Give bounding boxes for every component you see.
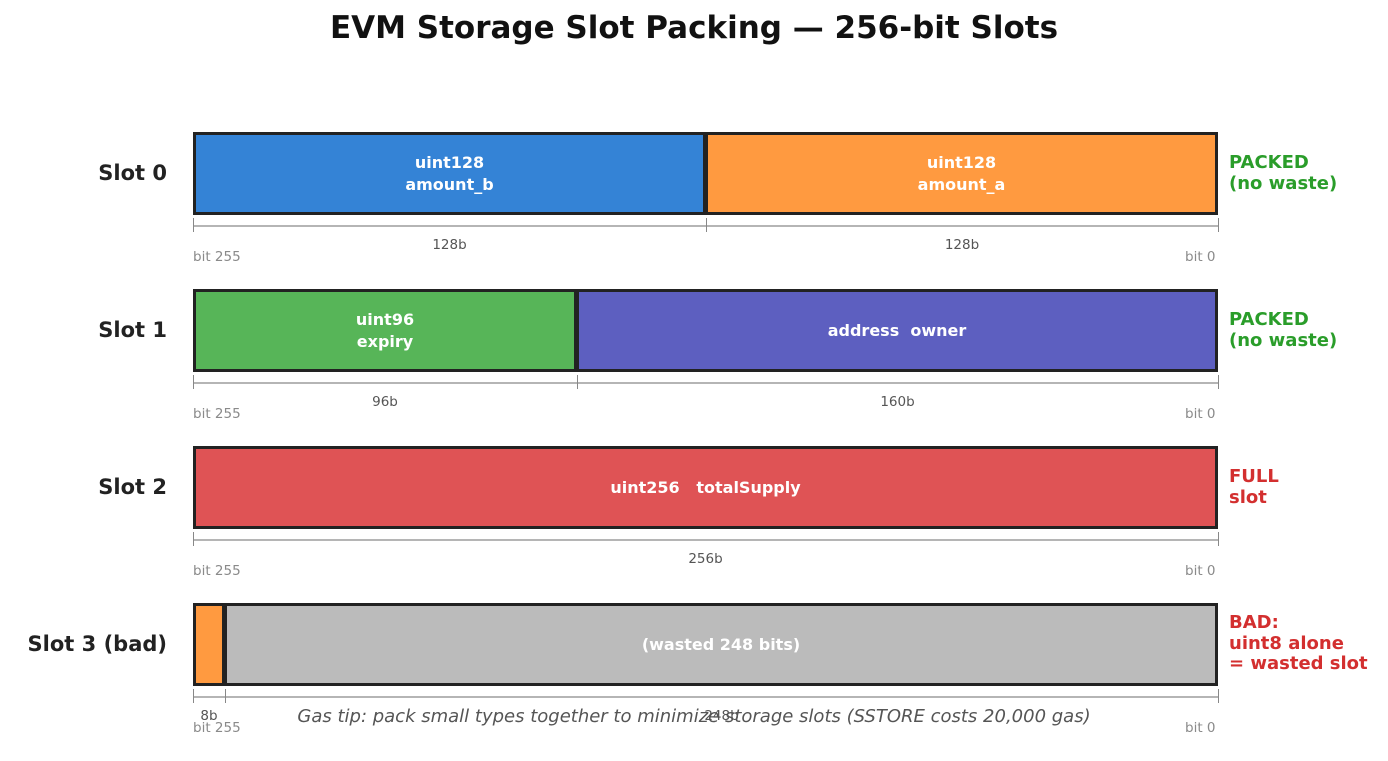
storage-segment: (wasted 248 bits)	[224, 603, 1218, 686]
storage-segment: uint256 totalSupply	[193, 446, 1218, 529]
ruler-line	[193, 539, 1218, 541]
ruler-line	[193, 696, 1218, 698]
ruler-tick	[193, 532, 194, 546]
slot-status: FULL slot	[1229, 466, 1279, 508]
slot-status: BAD: uint8 alone = wasted slot	[1229, 612, 1368, 675]
segment-bit-width: 128b	[944, 237, 980, 253]
ruler-tick	[193, 689, 194, 703]
bit-255-label: bit 255	[193, 249, 241, 265]
ruler-tick	[225, 689, 226, 703]
ruler-line	[193, 225, 1218, 227]
bit-255-label: bit 255	[193, 563, 241, 579]
bit-ruler	[193, 218, 1219, 234]
ruler-tick	[706, 218, 707, 232]
slot-bar: (wasted 248 bits)	[193, 603, 1218, 686]
bit-ruler	[193, 689, 1219, 705]
segment-bit-width: 96b	[372, 394, 398, 410]
segment-bit-width: 248b	[704, 708, 739, 724]
slot-label: Slot 3 (bad)	[27, 632, 167, 656]
slot-status: PACKED (no waste)	[1229, 152, 1338, 194]
slot-status: PACKED (no waste)	[1229, 309, 1338, 351]
slot-bar: uint96 expiry address owner	[193, 289, 1218, 372]
bit-0-label: bit 0	[1185, 720, 1216, 736]
ruler-tick	[1218, 375, 1219, 389]
ruler-tick	[193, 375, 194, 389]
bit-ruler	[193, 375, 1219, 391]
ruler-tick	[577, 375, 578, 389]
bit-255-label: bit 255	[193, 406, 241, 422]
storage-segment	[193, 603, 225, 686]
slot-label: Slot 2	[98, 475, 167, 499]
bit-0-label: bit 0	[1185, 249, 1216, 265]
bit-ruler	[193, 532, 1219, 548]
ruler-tick	[1218, 689, 1219, 703]
ruler-tick	[1218, 218, 1219, 232]
storage-segment: uint128 amount_b	[193, 132, 706, 215]
ruler-line	[193, 382, 1218, 384]
segment-bit-width: 128b	[432, 237, 467, 253]
slot-bar: uint128 amount_b uint128 amount_a	[193, 132, 1218, 215]
ruler-tick	[193, 218, 194, 232]
segment-bit-width: 160b	[880, 394, 915, 410]
bit-255-label: bit 255	[193, 720, 241, 736]
segment-bit-width: 256b	[688, 551, 723, 567]
storage-segment: address owner	[576, 289, 1218, 372]
segment-bit-width: 8b	[200, 708, 218, 724]
slot-label: Slot 1	[98, 318, 167, 342]
slot-label: Slot 0	[98, 161, 167, 185]
bit-0-label: bit 0	[1185, 563, 1216, 579]
ruler-tick	[1218, 532, 1219, 546]
gas-tip-footer: Gas tip: pack small types together to mi…	[297, 706, 1091, 727]
storage-segment: uint96 expiry	[193, 289, 577, 372]
diagram-title: EVM Storage Slot Packing — 256-bit Slots	[329, 10, 1059, 46]
slot-bar: uint256 totalSupply	[193, 446, 1218, 529]
storage-segment: uint128 amount_a	[705, 132, 1218, 215]
bit-0-label: bit 0	[1185, 406, 1216, 422]
